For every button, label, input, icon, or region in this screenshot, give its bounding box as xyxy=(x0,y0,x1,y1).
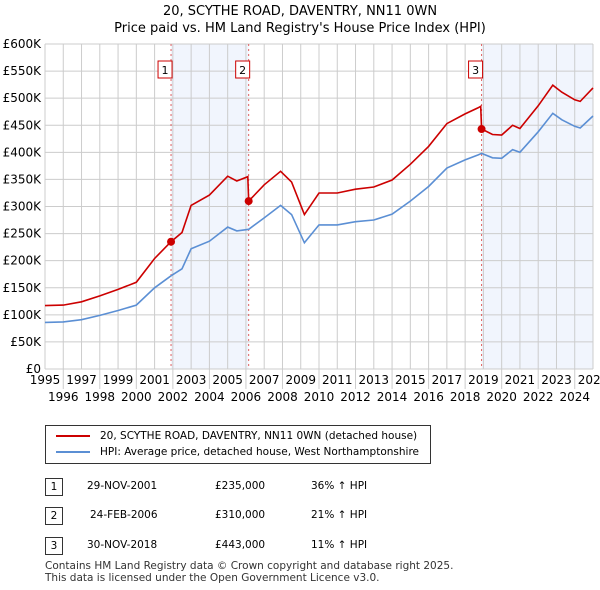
footer-copyright: Contains HM Land Registry data © Crown c… xyxy=(45,560,454,572)
hpi-series-line xyxy=(44,112,594,324)
legend-swatch-blue xyxy=(56,451,90,453)
y-tick-label: £300K xyxy=(3,200,43,214)
x-tick-label: 2006 xyxy=(231,390,262,404)
sale-point xyxy=(244,197,253,206)
legend-label: HPI: Average price, detached house, West… xyxy=(100,446,419,458)
x-tick-label: 2021 xyxy=(505,373,536,387)
row-number: 1 xyxy=(45,478,63,496)
row-hpi: 36% ↑ HPI xyxy=(311,480,368,492)
x-tick-label: 1995 xyxy=(30,373,61,387)
x-tick-label: 2002 xyxy=(158,390,189,404)
legend-swatch-red xyxy=(56,435,90,437)
x-tick-label: 2000 xyxy=(121,390,152,404)
x-tick-label: 2017 xyxy=(432,373,463,387)
x-tick-label: 2011 xyxy=(322,373,353,387)
row-date: 29-NOV-2001 xyxy=(87,480,158,492)
y-tick-label: £350K xyxy=(3,172,43,186)
x-tick-label: 2010 xyxy=(304,390,335,404)
y-tick-label: £600K xyxy=(3,37,43,51)
row-number: 3 xyxy=(45,537,63,555)
y-tick-label: £200K xyxy=(3,254,43,268)
x-tick-label: 2024 xyxy=(559,390,590,404)
sale-marker-label: 2 xyxy=(239,64,246,77)
y-tick-label: £0 xyxy=(26,362,41,376)
x-tick-label: 2023 xyxy=(541,373,572,387)
row-date: 30-NOV-2018 xyxy=(87,539,158,551)
x-tick-label: 1997 xyxy=(66,373,97,387)
sale-point xyxy=(167,237,176,246)
sale-marker-label: 1 xyxy=(162,64,169,77)
x-tick-label: 2018 xyxy=(450,390,481,404)
y-tick-label: £150K xyxy=(3,281,43,295)
y-tick-label: £250K xyxy=(3,227,43,241)
chart-title: 20, SCYTHE ROAD, DAVENTRY, NN11 0WN xyxy=(162,4,438,19)
y-tick-label: £550K xyxy=(3,64,43,78)
x-tick-label: 2013 xyxy=(359,373,390,387)
x-tick-label: 2016 xyxy=(413,390,444,404)
y-tick-label: £100K xyxy=(3,308,43,322)
x-tick-label: 2015 xyxy=(395,373,426,387)
sale-marker-box xyxy=(157,60,173,79)
sale-marker-label: 3 xyxy=(472,64,479,77)
row-hpi: 21% ↑ HPI xyxy=(311,509,368,521)
x-tick-label: 2004 xyxy=(194,390,225,404)
x-tick-label: 2005 xyxy=(212,373,243,387)
x-tick-label: 2019 xyxy=(468,373,499,387)
property-series-line xyxy=(44,84,594,307)
x-tick-label: 2009 xyxy=(285,373,316,387)
row-price: £235,000 xyxy=(215,480,266,492)
x-tick-label: 2003 xyxy=(176,373,207,387)
x-tick-label: 1998 xyxy=(85,390,116,404)
row-hpi: 11% ↑ HPI xyxy=(311,539,368,551)
legend-item-hpi: HPI: Average price, detached house, West… xyxy=(56,446,419,458)
chart-subtitle: Price paid vs. HM Land Registry's House … xyxy=(114,21,486,36)
y-tick-label: £50K xyxy=(10,335,42,349)
sale-marker-box xyxy=(235,60,251,79)
x-tick-label: 2014 xyxy=(377,390,408,404)
sale-point xyxy=(477,125,486,134)
legend-label: 20, SCYTHE ROAD, DAVENTRY, NN11 0WN (det… xyxy=(100,430,418,442)
row-price: £443,000 xyxy=(215,539,266,551)
row-price: £310,000 xyxy=(215,509,266,521)
sale-marker-box xyxy=(468,60,484,79)
footer-license: This data is licensed under the Open Gov… xyxy=(45,572,380,584)
x-tick-label: 2001 xyxy=(139,373,170,387)
row-number: 2 xyxy=(45,507,63,525)
x-tick-label: 2025 xyxy=(578,373,600,387)
price-chart: £0 £50K £100K £150K £200K £250K £300K £350K £400… xyxy=(3,37,600,404)
y-tick-label: £500K xyxy=(3,91,43,105)
y-tick-label: £400K xyxy=(3,145,43,159)
x-tick-label: 2020 xyxy=(486,390,517,404)
y-tick-label: £450K xyxy=(3,118,43,132)
x-tick-label: 1996 xyxy=(48,390,79,404)
x-tick-label: 2007 xyxy=(249,373,280,387)
row-date: 24-FEB-2006 xyxy=(90,509,158,521)
x-tick-label: 2022 xyxy=(523,390,554,404)
x-tick-label: 2012 xyxy=(340,390,371,404)
x-tick-label: 2008 xyxy=(267,390,298,404)
x-tick-label: 1999 xyxy=(103,373,134,387)
legend-item-property: 20, SCYTHE ROAD, DAVENTRY, NN11 0WN (det… xyxy=(56,430,417,442)
legend: 20, SCYTHE ROAD, DAVENTRY, NN11 0WN (det… xyxy=(45,425,431,464)
